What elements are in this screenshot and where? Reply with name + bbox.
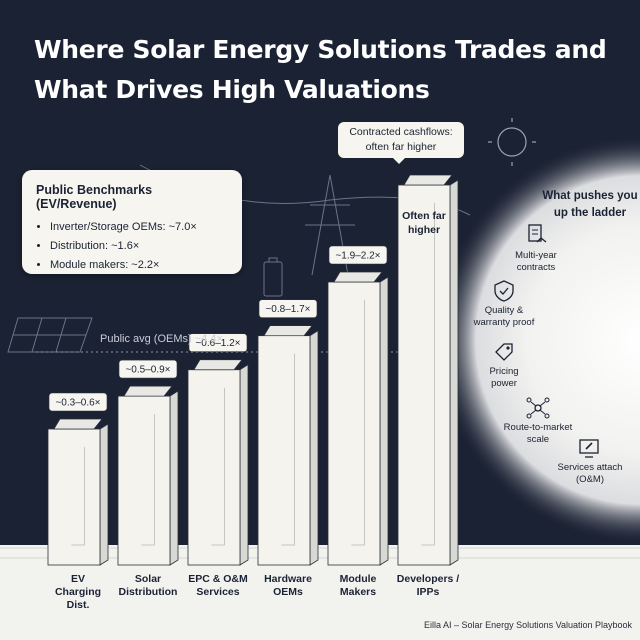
driver-label: Pricing bbox=[489, 366, 519, 377]
driver-label: Route-to-market bbox=[503, 422, 573, 433]
ladder-title: What pushes you up the ladder bbox=[540, 188, 640, 222]
bar bbox=[257, 335, 311, 566]
category-label: Developers / bbox=[397, 573, 460, 585]
category-label: Solar bbox=[135, 573, 161, 585]
bar bbox=[187, 369, 241, 566]
driver-label: Services attach bbox=[557, 462, 623, 473]
bar bbox=[47, 428, 101, 566]
ladder-title-line: What pushes you bbox=[542, 190, 638, 202]
value-label: Often far bbox=[402, 210, 446, 222]
driver-label: Quality & bbox=[484, 305, 524, 316]
value-label: ~0.3–0.6× bbox=[55, 397, 100, 408]
network-icon bbox=[526, 397, 550, 419]
value-label-box bbox=[48, 392, 108, 412]
wrench-screen-icon bbox=[579, 439, 599, 458]
category-label: Module bbox=[340, 573, 377, 585]
driver-label: power bbox=[491, 378, 517, 389]
rooftop-panel bbox=[123, 385, 173, 397]
rooftop-panel bbox=[403, 174, 453, 186]
callout-line: Contracted cashflows: bbox=[349, 126, 453, 138]
value-label-box bbox=[328, 245, 388, 265]
category-label: Charging bbox=[55, 586, 101, 598]
facade-detail bbox=[211, 387, 225, 546]
driver-label: scale bbox=[526, 434, 550, 445]
battery-icon bbox=[263, 257, 283, 297]
category-label: IPPs bbox=[417, 586, 440, 598]
value-label-box bbox=[118, 359, 178, 379]
value-label: ~1.9–2.2× bbox=[335, 251, 380, 262]
public-avg-label: Public avg (OEMs) ~4.4× bbox=[100, 333, 223, 345]
driver-quality: Quality & warranty proof bbox=[454, 279, 554, 329]
rooftop-panel bbox=[263, 325, 313, 337]
category-label: EPC & O&M bbox=[188, 573, 248, 585]
bar-side bbox=[309, 329, 319, 566]
driver-label: Multi-year bbox=[515, 250, 557, 261]
value-label-box bbox=[188, 333, 248, 353]
category-label: Hardware bbox=[264, 573, 312, 585]
value-label-box bbox=[258, 299, 318, 318]
driver-label: warranty proof bbox=[473, 317, 535, 328]
driver-label: (O&M) bbox=[576, 474, 604, 485]
bar-side bbox=[99, 423, 109, 566]
benchmarks-heading: Public Benchmarks (EV/Revenue) bbox=[36, 183, 153, 211]
facade-detail bbox=[351, 300, 365, 546]
bar bbox=[397, 184, 451, 566]
driver-pricing: Pricing power bbox=[454, 340, 554, 390]
facade-detail bbox=[421, 203, 435, 546]
price-tag-icon bbox=[495, 343, 513, 361]
cashflow-callout: Contracted cashflows: often far higher bbox=[338, 122, 464, 164]
benchmarks-card: Public Benchmarks (EV/Revenue) Inverter/… bbox=[22, 170, 242, 274]
page-title: Where Solar Energy Solutions Trades and … bbox=[34, 35, 607, 104]
benchmark-item: Module makers: ~2.2× bbox=[50, 256, 228, 275]
rooftop-panel bbox=[53, 418, 103, 430]
category-label: OEMs bbox=[273, 586, 303, 598]
value-label: ~0.8–1.7× bbox=[265, 304, 310, 315]
shield-check-icon bbox=[494, 280, 514, 302]
bar-side bbox=[169, 390, 179, 566]
rooftop-panel bbox=[193, 359, 243, 371]
value-label: higher bbox=[408, 224, 440, 236]
value-label: ~0.5–0.9× bbox=[125, 365, 170, 376]
category-label: Dist. bbox=[67, 599, 90, 611]
category-label: Distribution bbox=[119, 586, 178, 598]
driver-services: Services attach (O&M) bbox=[540, 436, 640, 486]
driver-label: contracts bbox=[516, 262, 556, 273]
category-label: Makers bbox=[340, 586, 376, 598]
bar bbox=[117, 395, 171, 566]
ladder-title-line: up the ladder bbox=[553, 207, 627, 219]
value-label: ~0.6–1.2× bbox=[195, 338, 240, 349]
category-label: EV bbox=[71, 573, 85, 585]
handshake-icon bbox=[528, 224, 547, 243]
facade-detail bbox=[71, 446, 85, 546]
solar-panel-sketch-icon bbox=[7, 317, 93, 353]
driver-contracts: Multi-year contracts bbox=[486, 222, 586, 274]
facade-detail bbox=[141, 414, 155, 546]
rooftop-panel bbox=[333, 271, 383, 283]
bar-side bbox=[379, 276, 389, 566]
benchmark-item: Distribution: ~1.6× bbox=[50, 237, 228, 256]
callout-line: often far higher bbox=[365, 141, 437, 153]
facade-detail bbox=[281, 353, 295, 546]
category-label: Services bbox=[196, 586, 239, 598]
benchmark-item: Inverter/Storage OEMs: ~7.0× bbox=[50, 218, 228, 237]
sun-icon bbox=[488, 118, 536, 166]
driver-route: Route-to-market scale bbox=[488, 396, 588, 446]
bar bbox=[327, 281, 381, 566]
footer-credit: Eilla AI – Solar Energy Solutions Valuat… bbox=[424, 620, 632, 630]
bar-side bbox=[239, 364, 249, 566]
glow-disc bbox=[435, 135, 640, 545]
